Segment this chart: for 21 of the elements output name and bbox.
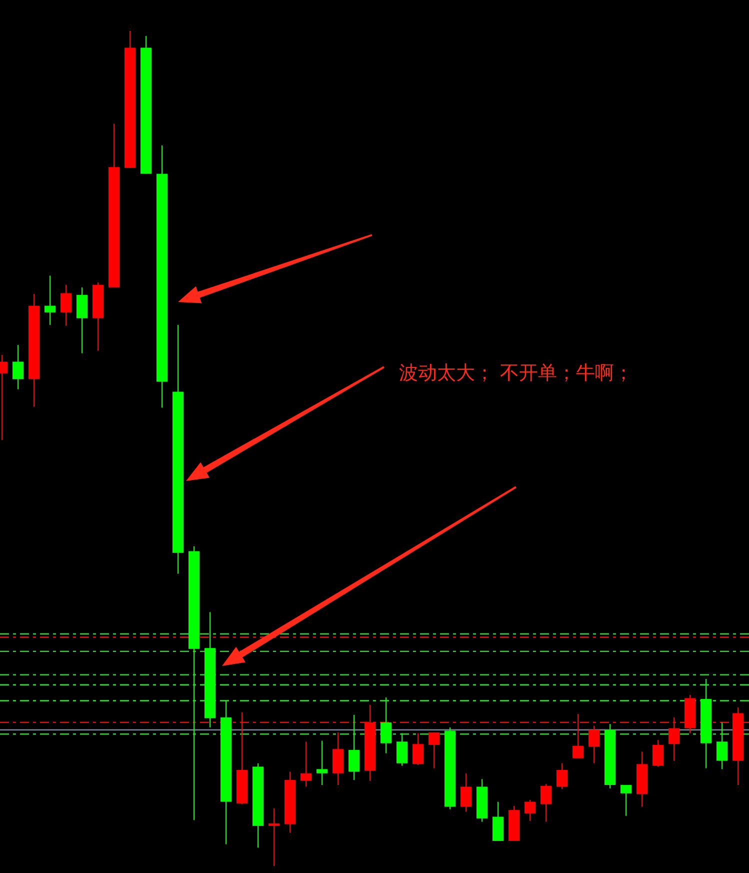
candlestick — [316, 740, 328, 786]
candlestick — [60, 284, 72, 326]
candlestick — [428, 732, 440, 769]
candlestick — [348, 714, 360, 780]
candlestick — [268, 808, 280, 866]
candlestick — [460, 772, 472, 812]
annotation: 波动太大； 不开单；牛啊； — [399, 362, 634, 384]
candlestick — [652, 739, 664, 768]
candlestick — [44, 275, 56, 326]
candlestick — [588, 725, 600, 764]
candlestick — [396, 732, 408, 766]
candlestick — [300, 741, 312, 788]
candlestick — [380, 696, 392, 754]
candlestick — [620, 784, 632, 816]
candlestick — [12, 344, 24, 390]
candlestick — [412, 732, 424, 766]
candlestick — [556, 762, 568, 790]
candlestick — [76, 286, 88, 354]
candlestick — [716, 722, 728, 770]
candlestick — [524, 800, 536, 822]
candlestick — [540, 784, 552, 822]
